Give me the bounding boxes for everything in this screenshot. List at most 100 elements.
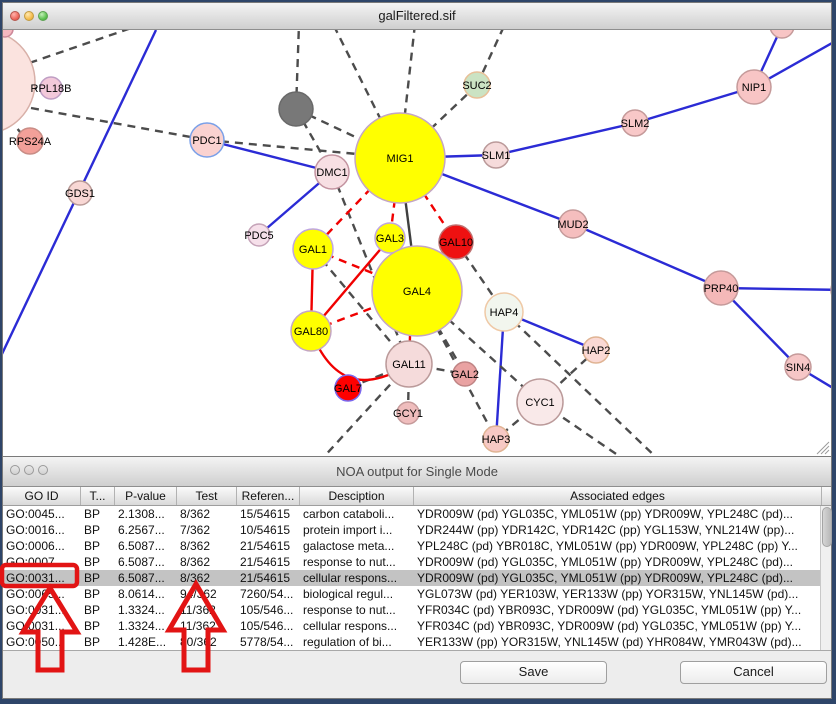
node-label: DMC1 [316, 167, 347, 179]
cancel-button[interactable]: Cancel [680, 661, 827, 684]
table-row[interactable]: GO:0031... BP 6.5087... 8/362 21/54615 cellul… [3, 570, 831, 586]
cell-pvalue: 1.3324... [118, 619, 165, 633]
node-gal3[interactable] [374, 222, 406, 254]
cell-pvalue: 6.2567... [118, 523, 165, 537]
cell-pvalue: 6.5087... [118, 571, 165, 585]
noa-window-titlebar[interactable]: NOA output for Single Mode [3, 457, 831, 487]
minimize-button[interactable] [24, 11, 34, 21]
table-row[interactable]: GO:0031... BP 1.3324... 11/362 105/546... cel… [3, 618, 831, 634]
node-label: SLM2 [621, 118, 650, 130]
node-prp40[interactable] [703, 270, 739, 306]
zoom-button-inactive[interactable] [38, 465, 48, 475]
node-mud2[interactable] [558, 209, 588, 239]
node-hap2[interactable] [582, 336, 610, 364]
cell-type: BP [84, 587, 101, 601]
resize-grip[interactable] [3, 30, 831, 456]
table-row[interactable]: GO:0050... BP 1.428E... 80/362 5778/54... reg… [3, 634, 831, 650]
zoom-button[interactable] [38, 11, 48, 21]
table-scrollbar[interactable] [820, 506, 832, 650]
column-header-description[interactable]: Desciption [300, 487, 414, 505]
node-gal10[interactable] [438, 224, 474, 260]
network-edge [720, 287, 799, 368]
network-edge [475, 30, 504, 86]
network-canvas[interactable]: RPL18B RPS24A GDS1 PDC1 DMC1 MIG1 SUC2 SLM1 SLM2… [3, 30, 831, 456]
node-mig1[interactable] [354, 112, 446, 204]
node-pdc5[interactable] [247, 223, 271, 247]
cell-goid: GO:0045... [6, 507, 65, 521]
node-label: CYC1 [525, 397, 554, 409]
node-label: GAL2 [451, 369, 479, 381]
node-gal80[interactable] [290, 310, 332, 352]
column-header-goid[interactable]: GO ID [3, 487, 81, 505]
node-rpl18b[interactable] [39, 76, 63, 100]
node-label: GAL3 [376, 233, 404, 245]
node-label: PRP40 [704, 283, 739, 295]
node-slm1[interactable] [482, 141, 510, 169]
node-unlabeled[interactable] [278, 91, 314, 127]
network-edge [720, 286, 831, 291]
cell-test: 8/362 [180, 507, 211, 521]
node-gcy1[interactable] [396, 401, 420, 425]
table-row[interactable]: GO:0045... BP 2.1308... 8/362 15/54615 carbon… [3, 506, 831, 522]
node-sin4[interactable] [784, 353, 812, 381]
node-label: RPS24A [9, 136, 52, 148]
cell-test: 7/362 [180, 523, 211, 537]
cell-goid: GO:0050... [6, 635, 65, 649]
node-hap4[interactable] [484, 292, 524, 332]
cell-associated-edges: YDR244W (pp) YDR142C, YDR142C (pp) YGL15… [417, 523, 795, 537]
node-gal11[interactable] [385, 340, 433, 388]
cell-description: response to nut... [303, 555, 396, 569]
node-label: PDC5 [244, 230, 273, 242]
cell-pvalue: 1.3324... [118, 603, 165, 617]
save-button[interactable]: Save [460, 661, 607, 684]
cell-type: BP [84, 555, 101, 569]
node-hap3[interactable] [482, 425, 510, 453]
network-window-titlebar[interactable]: galFiltered.sif [3, 3, 831, 30]
node-gal2[interactable] [452, 361, 478, 387]
cell-reference: 7260/54... [240, 587, 294, 601]
node-pdc1[interactable] [189, 122, 225, 158]
cell-description: carbon cataboli... [303, 507, 395, 521]
node-label: GAL4 [403, 286, 431, 298]
node-gal4[interactable] [371, 245, 463, 337]
table-row[interactable]: GO:0006... BP 6.5087... 8/362 21/54615 galact… [3, 538, 831, 554]
network-edge [30, 106, 208, 142]
cell-pvalue: 6.5087... [118, 539, 165, 553]
cell-associated-edges: YER133W (pp) YOR315W, YNL145W (pd) YHR08… [417, 635, 802, 649]
node-label: SUC2 [462, 80, 491, 92]
minimize-button-inactive[interactable] [24, 465, 34, 475]
column-header-reference[interactable]: Referen... [237, 487, 300, 505]
node-unlabeled[interactable] [769, 30, 795, 39]
node-label: MUD2 [557, 219, 588, 231]
scrollbar-thumb[interactable] [822, 507, 832, 547]
table-row[interactable]: GO:0016... BP 6.2567... 7/362 10/54615 protei… [3, 522, 831, 538]
network-edge [347, 362, 410, 390]
node-gds1[interactable] [67, 180, 93, 206]
column-header-pvalue[interactable]: P-value [115, 487, 177, 505]
table-row[interactable]: GO:0031... BP 1.3324... 11/362 105/546... res… [3, 602, 831, 618]
cell-test: 80/362 [180, 635, 217, 649]
node-slm2[interactable] [621, 109, 649, 137]
table-row[interactable]: GO:0007... BP 6.5087... 8/362 21/54615 respon… [3, 554, 831, 570]
cell-goid: GO:0065... [6, 587, 65, 601]
node-gal1[interactable] [292, 228, 334, 270]
node-cyc1[interactable] [516, 378, 564, 426]
cell-goid: GO:0031... [6, 619, 65, 633]
close-button[interactable] [10, 11, 20, 21]
column-header-test[interactable]: Test [177, 487, 237, 505]
cell-type: BP [84, 523, 101, 537]
node-rps24a[interactable] [16, 127, 44, 155]
node-gal7[interactable] [334, 374, 362, 402]
node-unlabeled[interactable] [3, 30, 36, 134]
table-row[interactable]: GO:0065... BP 8.0614... 94/362 7260/54... bio… [3, 586, 831, 602]
node-dmc1[interactable] [314, 154, 350, 190]
column-header-associated-edges[interactable]: Associated edges [414, 487, 822, 505]
node-label: HAP4 [490, 307, 519, 319]
node-nip1[interactable] [736, 69, 772, 105]
node-label: RPL18B [31, 83, 72, 95]
close-button-inactive[interactable] [10, 465, 20, 475]
node-suc2[interactable] [463, 71, 491, 99]
column-header-type[interactable]: T... [81, 487, 115, 505]
node-unlabeled[interactable] [3, 30, 14, 38]
